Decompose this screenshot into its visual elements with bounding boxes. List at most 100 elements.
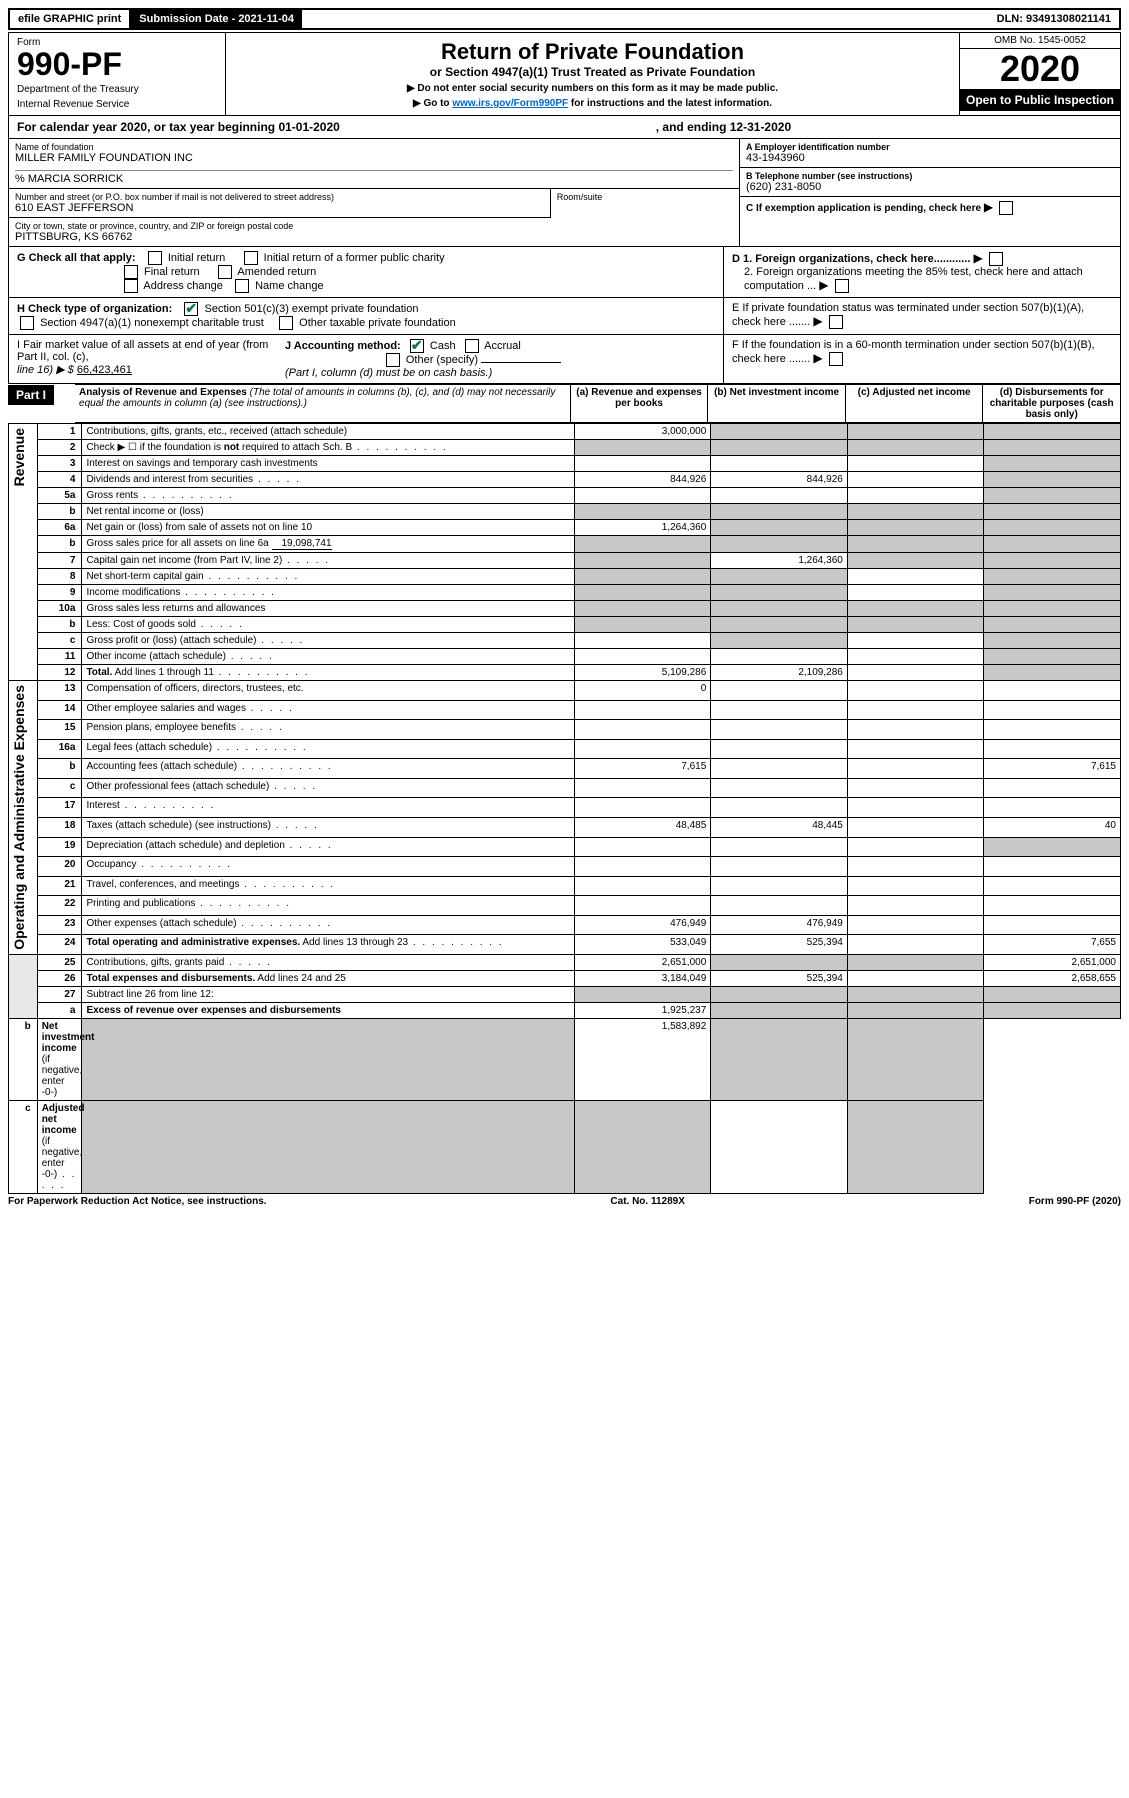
page-footer: For Paperwork Reduction Act Notice, see …: [8, 1196, 1121, 1207]
phone: (620) 231-8050: [746, 181, 1114, 193]
amount-col-d: [984, 876, 1121, 896]
amount-col-a: [574, 798, 711, 818]
g-row: G Check all that apply: Initial return I…: [8, 247, 1121, 298]
line-description: Interest on savings and temporary cash i…: [82, 456, 574, 472]
e-checkbox[interactable]: [829, 315, 843, 329]
amount-col-b: [711, 700, 848, 720]
amount-col-c: [847, 424, 984, 440]
j-other[interactable]: [386, 353, 400, 367]
table-row: bNet investment income (if negative, ent…: [9, 1018, 1121, 1100]
amount-col-b: [711, 585, 848, 601]
table-row: 5aGross rents: [9, 488, 1121, 504]
amount-col-d: [984, 633, 1121, 649]
h-other-taxable[interactable]: [279, 316, 293, 330]
submission-date: Submission Date - 2021-11-04: [131, 10, 302, 28]
amount-col-a: [574, 649, 711, 665]
line-description: Pension plans, employee benefits: [82, 720, 574, 740]
f-checkbox[interactable]: [829, 352, 843, 366]
amount-col-b: [711, 601, 848, 617]
amount-col-b: [711, 649, 848, 665]
line-number: b: [37, 504, 82, 520]
amount-col-c: [847, 739, 984, 759]
line-description: Contributions, gifts, grants, etc., rece…: [82, 424, 574, 440]
table-row: 14Other employee salaries and wages: [9, 700, 1121, 720]
i-label: I Fair market value of all assets at end…: [17, 339, 268, 363]
line-description: Net short-term capital gain: [82, 569, 574, 585]
line-description: Adjusted net income (if negative, enter …: [37, 1100, 82, 1193]
line-number: 9: [37, 585, 82, 601]
amount-col-d: 7,615: [984, 759, 1121, 779]
amount-col-b: [711, 837, 848, 857]
g-final-return[interactable]: [124, 265, 138, 279]
amount-col-d: [984, 896, 1121, 916]
g-initial-return[interactable]: [148, 251, 162, 265]
open-to-public: Open to Public Inspection: [960, 89, 1120, 111]
amount-col-d: [984, 585, 1121, 601]
line-number: 18: [37, 818, 82, 838]
amount-col-a: [574, 778, 711, 798]
line-number: 12: [37, 665, 82, 681]
amount-col-c: [847, 1002, 984, 1018]
amount-col-b: [711, 681, 848, 701]
line-number: 23: [37, 915, 82, 935]
amount-col-d: [984, 720, 1121, 740]
form-title: Return of Private Foundation: [232, 39, 953, 65]
c-checkbox[interactable]: [999, 201, 1013, 215]
amount-col-a: [574, 617, 711, 633]
amount-col-a: [574, 633, 711, 649]
g-name-change[interactable]: [235, 279, 249, 293]
h-501c3[interactable]: [184, 302, 198, 316]
amount-col-c: [847, 569, 984, 585]
amount-col-a: [574, 553, 711, 569]
amount-col-c: [847, 970, 984, 986]
d1-checkbox[interactable]: [989, 252, 1003, 266]
efile-button[interactable]: efile GRAPHIC print: [10, 10, 131, 28]
line-number: 14: [37, 700, 82, 720]
j-label: J Accounting method:: [285, 340, 401, 352]
amount-col-a: [574, 536, 711, 553]
amount-col-d: [984, 778, 1121, 798]
d2-checkbox[interactable]: [835, 279, 849, 293]
line-description: Check ▶ ☐ if the foundation is not requi…: [82, 440, 574, 456]
amount-col-b: [711, 569, 848, 585]
amount-col-a: 1,264,360: [574, 520, 711, 536]
h-4947[interactable]: [20, 316, 34, 330]
line-number: 25: [37, 954, 82, 970]
amount-col-c: [847, 520, 984, 536]
amount-col-b: [711, 857, 848, 877]
amount-col-a: [574, 739, 711, 759]
j-accrual[interactable]: [465, 339, 479, 353]
amount-col-b: 525,394: [711, 935, 848, 955]
amount-col-c: [847, 935, 984, 955]
part1-title: Analysis of Revenue and Expenses: [79, 387, 247, 398]
line-number: 19: [37, 837, 82, 857]
table-row: 11Other income (attach schedule): [9, 649, 1121, 665]
g-address-change[interactable]: [124, 279, 138, 293]
e-label: E If private foundation status was termi…: [732, 302, 1084, 328]
amount-col-c: [847, 915, 984, 935]
j-cash[interactable]: [410, 339, 424, 353]
form990pf-link[interactable]: www.irs.gov/Form990PF: [452, 98, 568, 109]
amount-col-c: [847, 759, 984, 779]
amount-col-b: [711, 424, 848, 440]
amount-col-a: [574, 700, 711, 720]
line-number: b: [9, 1018, 38, 1100]
line-number: 11: [37, 649, 82, 665]
amount-col-b: [574, 1100, 711, 1193]
amount-col-b: [711, 720, 848, 740]
amount-col-c: [847, 633, 984, 649]
line-number: 20: [37, 857, 82, 877]
table-row: 20Occupancy: [9, 857, 1121, 877]
g-amended-return[interactable]: [218, 265, 232, 279]
line-number: 21: [37, 876, 82, 896]
amount-col-d: 7,655: [984, 935, 1121, 955]
line-description: Gross sales price for all assets on line…: [82, 536, 574, 553]
g-initial-former[interactable]: [244, 251, 258, 265]
amount-col-d: [984, 798, 1121, 818]
revenue-section-label: Revenue: [9, 424, 29, 490]
table-row: 17Interest: [9, 798, 1121, 818]
ein-label: A Employer identification number: [746, 142, 1114, 152]
amount-col-a: 3,184,049: [574, 970, 711, 986]
amount-col-c: [711, 1100, 848, 1193]
amount-col-b: [711, 876, 848, 896]
